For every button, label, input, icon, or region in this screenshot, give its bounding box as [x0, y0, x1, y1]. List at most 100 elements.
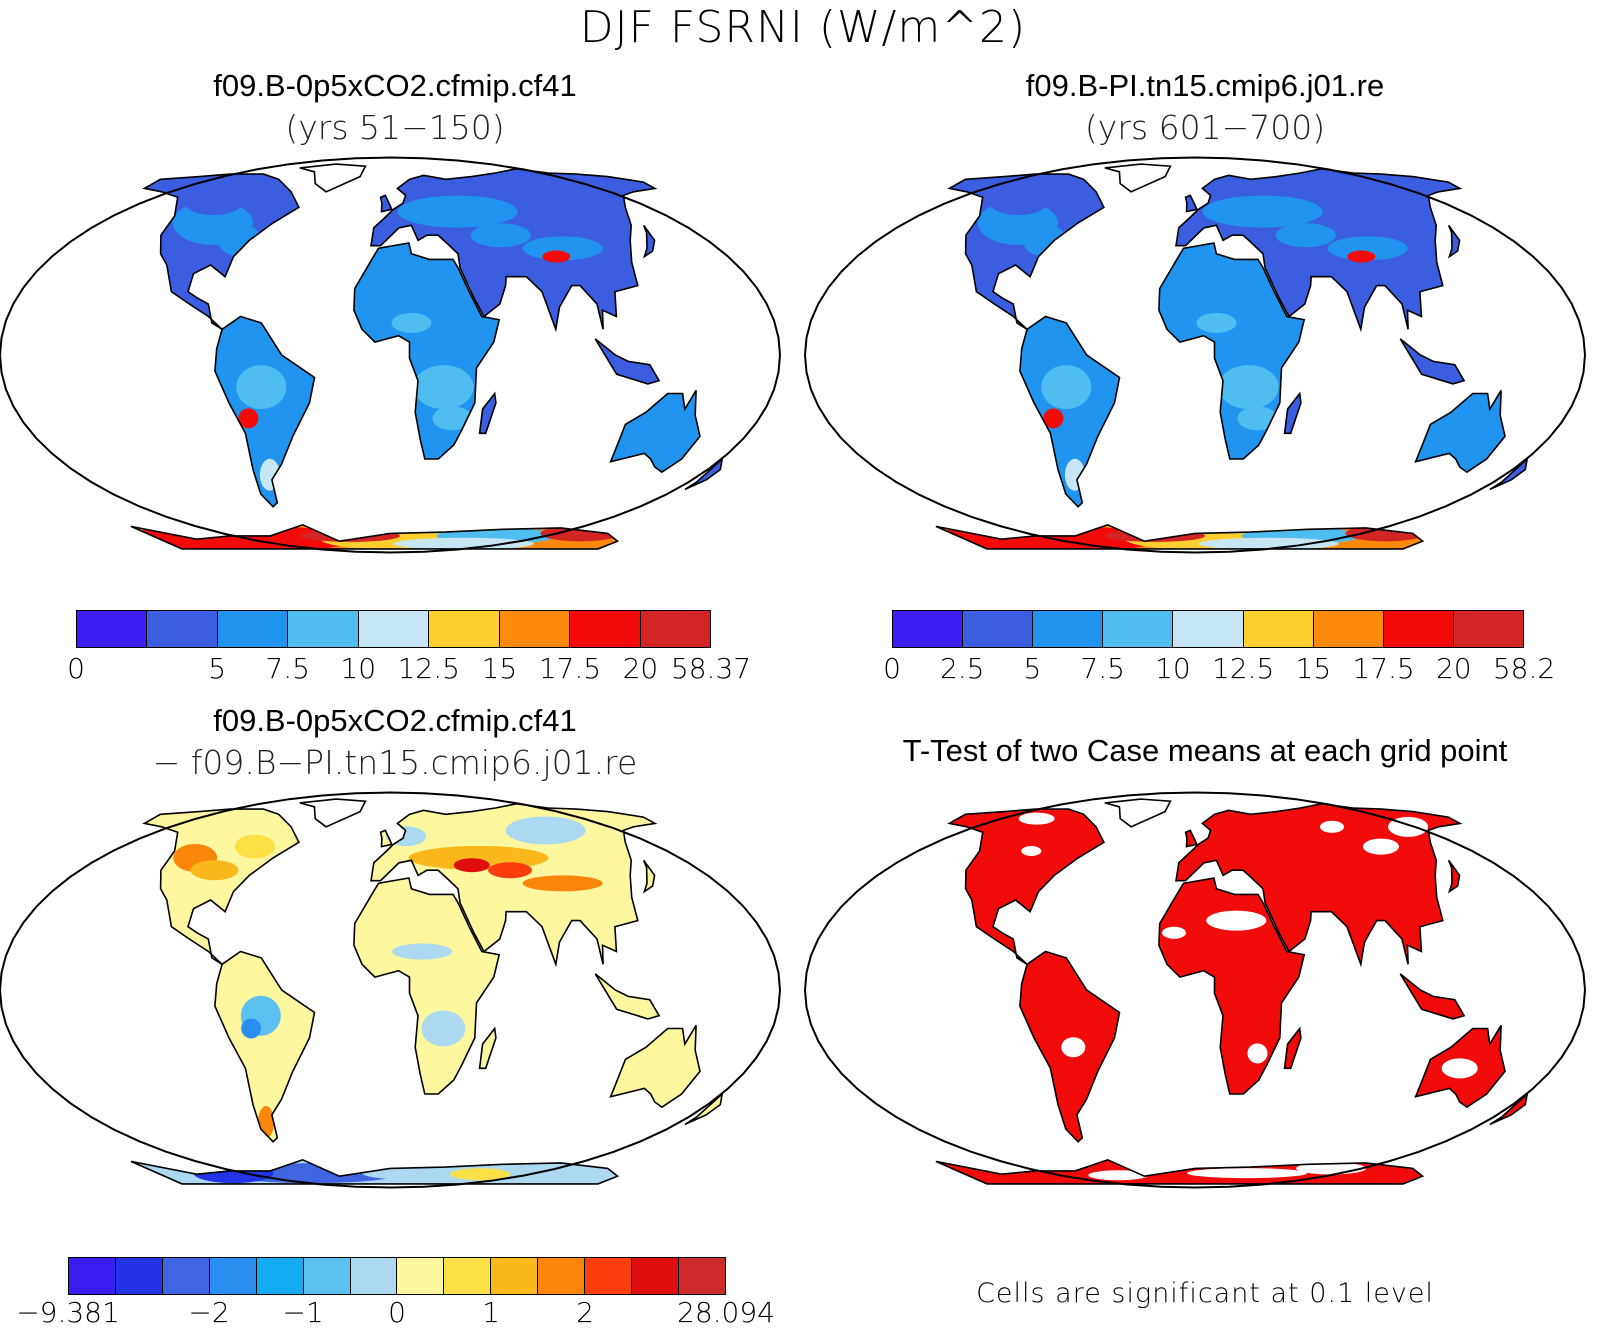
- field-patch: [1022, 224, 1067, 257]
- colorbar-tick-label: 7.5: [1080, 652, 1125, 685]
- coastline-samerica: [214, 950, 316, 1143]
- colorbar-tick-label: 15: [481, 652, 518, 685]
- field-patch: [450, 1168, 511, 1181]
- field-patch: [1064, 458, 1085, 491]
- coastline-australia: [1414, 389, 1506, 474]
- map-border: [0, 156, 782, 554]
- coastline-samerica: [1019, 950, 1121, 1143]
- land-samerica: [214, 951, 315, 1142]
- field-patch: [183, 187, 244, 216]
- coastline-eurasia: [1175, 167, 1463, 333]
- coastline-indonesia: [1399, 338, 1466, 385]
- field-patch: [1196, 271, 1277, 312]
- land-madagascar: [1284, 1028, 1301, 1069]
- field-patch: [259, 458, 280, 491]
- coastline-uk: [1184, 194, 1198, 213]
- land-uk: [380, 830, 392, 847]
- colorbar-swatch: [397, 1258, 445, 1294]
- colorbar-tick-label: 58.2: [1492, 652, 1556, 685]
- colorbar-tick-label: 20: [622, 652, 659, 685]
- coastline-japan: [642, 859, 656, 894]
- colorbar-tick-label: 0: [388, 1296, 406, 1329]
- panel-2-subtitle: (yrs 601−700): [1084, 108, 1326, 147]
- map-border: [0, 791, 782, 1189]
- panel-1-colorbar-labels: 0 5 7.5 10 12.5 15 17.5 20 58.37: [67, 652, 751, 688]
- field-patch: [1441, 1058, 1478, 1079]
- field-patch: [1162, 926, 1187, 939]
- field-patch: [397, 195, 518, 228]
- colorbar-swatch: [444, 1258, 492, 1294]
- panel-2-colorbar: [892, 610, 1524, 648]
- panel-1-colorbar: [76, 610, 711, 648]
- coastline-greenland: [1104, 163, 1172, 193]
- coastline-eurasia: [370, 167, 658, 333]
- land-africa: [1158, 878, 1305, 1094]
- colorbar-tick-label: −9.381: [16, 1296, 120, 1329]
- colorbar-tick-label: 10: [1155, 652, 1191, 685]
- colorbar-swatch: [69, 1258, 116, 1294]
- field-patch: [236, 365, 287, 410]
- coastline-australia: [609, 1024, 701, 1109]
- coastline-madagascar: [478, 391, 497, 435]
- colorbar-swatch: [303, 1258, 351, 1294]
- colorbar-tick-label: 5: [208, 652, 227, 685]
- field-patch: [234, 834, 275, 859]
- land-japan: [1448, 860, 1460, 892]
- colorbar-tick-label: 17.5: [538, 652, 602, 685]
- land-madagascar: [479, 1028, 496, 1069]
- coastline-africa: [1158, 242, 1306, 460]
- land-namerica: [949, 809, 1104, 965]
- coastline-indonesia: [594, 973, 661, 1020]
- map-border: [803, 791, 1587, 1189]
- coastline-uk: [379, 829, 393, 848]
- land-africa: [353, 878, 500, 1094]
- colorbar-swatch: [358, 611, 430, 647]
- coastline-greenland: [299, 163, 367, 193]
- colorbar-tick-label: 12.5: [1211, 652, 1275, 685]
- colorbar-swatch: [217, 611, 289, 647]
- land-samerica: [214, 316, 315, 507]
- colorbar-swatch: [77, 611, 148, 647]
- colorbar-swatch: [256, 1258, 304, 1294]
- land-samerica: [1019, 316, 1120, 507]
- colorbar-tick-label: 0: [883, 652, 901, 685]
- colorbar-swatch: [1243, 611, 1314, 647]
- field-patch: [238, 408, 259, 429]
- colorbar-swatch: [1103, 611, 1174, 647]
- field-patch: [1206, 910, 1267, 931]
- coastline-namerica: [947, 808, 1105, 965]
- field-patch: [470, 223, 531, 248]
- field-patch: [1319, 820, 1344, 833]
- field-patch: [391, 271, 472, 312]
- coastline-japan: [1447, 224, 1461, 259]
- coastline-antarctica: [935, 523, 1425, 550]
- colorbar-swatch: [491, 1258, 539, 1294]
- coastline-africa: [353, 242, 501, 460]
- colorbar-swatch: [162, 1258, 210, 1294]
- panel-2-map: [803, 156, 1587, 554]
- coastline-samerica: [214, 315, 316, 508]
- land-uk: [1185, 195, 1197, 212]
- colorbar-swatch: [429, 611, 500, 647]
- coastline-australia: [1414, 1024, 1506, 1109]
- panel-3-colorbar-labels: −9.381 −2 −1 0 1 2 28.094: [16, 1296, 775, 1329]
- colorbar-tick-label: 20: [1435, 652, 1472, 685]
- field-patch: [522, 875, 603, 892]
- panel-1-map: [0, 156, 782, 554]
- field-patch: [1441, 415, 1498, 452]
- field-patch: [522, 236, 603, 261]
- coastline-newzealand: [684, 456, 724, 491]
- significance-note: Cells are significant at 0.1 level: [976, 1278, 1434, 1309]
- field-patch: [421, 1010, 466, 1047]
- panel-3-title: f09.B-0p5xCO2.cfmip.cf41: [213, 703, 577, 738]
- coastline-antarctica: [130, 523, 620, 550]
- colorbar-swatch: [893, 611, 964, 647]
- colorbar-tick-label: 12.5: [397, 652, 460, 685]
- colorbar-tick-label: 2: [576, 1296, 594, 1329]
- coastline-uk: [379, 194, 393, 213]
- field-patch: [391, 312, 432, 333]
- land-uk: [1185, 830, 1197, 847]
- field-patch: [988, 187, 1049, 216]
- panel-4-map: [803, 791, 1587, 1189]
- coastline-namerica: [947, 173, 1105, 330]
